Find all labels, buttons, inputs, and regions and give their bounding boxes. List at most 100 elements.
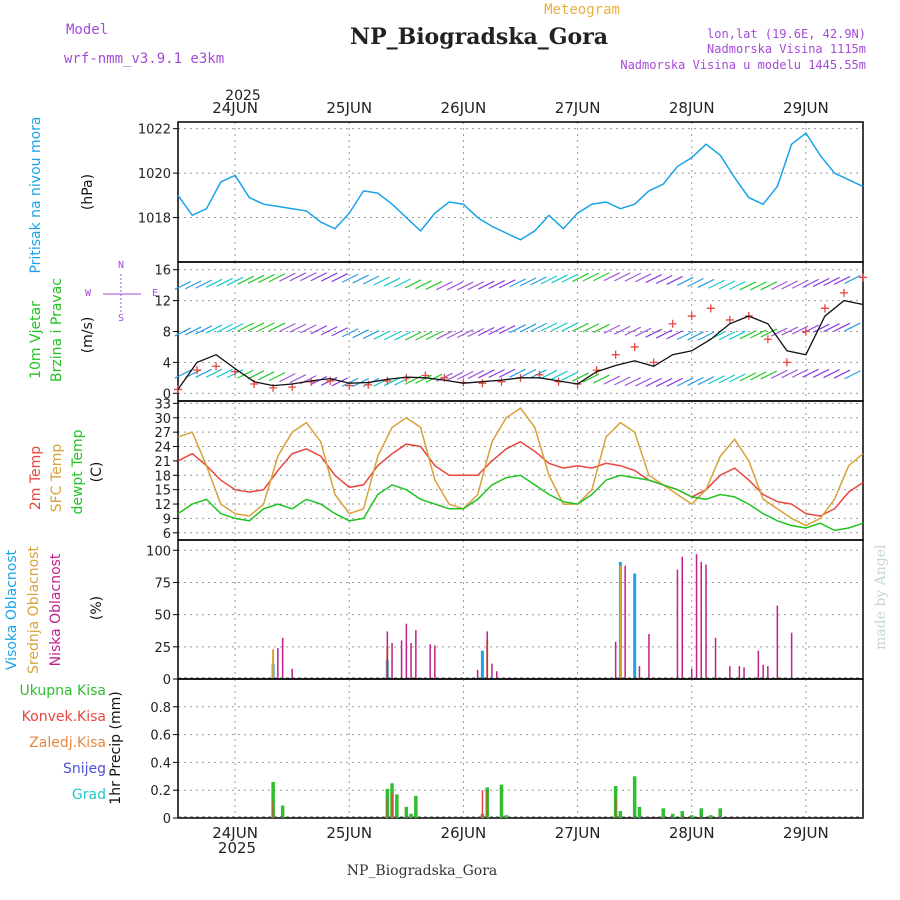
bar-mark (714, 637, 717, 679)
wind-barb (195, 368, 212, 378)
wind-barb (624, 272, 642, 282)
bar-mark (281, 637, 284, 679)
wind-barb (404, 331, 422, 341)
wind-barb (624, 377, 642, 387)
wind-barb (645, 274, 662, 284)
subtitle: Meteogram (544, 2, 620, 18)
chart-title: NP_Biogradska_Gora (350, 24, 608, 50)
bar-mark (671, 813, 675, 818)
panel-1: 1018 1020 1022 (138, 121, 864, 263)
wind-barb (289, 374, 307, 384)
precip-legend-3: Snijeg (63, 761, 106, 777)
bar-mark (391, 793, 393, 818)
gust-mark (649, 358, 658, 367)
gust-mark (630, 342, 639, 351)
model-name: wrf-nmm_v3.9.1 e3km (64, 51, 224, 67)
y-tick-label: 0.2 (150, 784, 171, 799)
gust-mark (611, 350, 620, 359)
wind-barb (771, 369, 788, 379)
wind-barb (729, 280, 746, 291)
wind-barb (226, 276, 244, 286)
wind-barb (729, 330, 746, 340)
wind-barb (530, 276, 547, 286)
wind-barb (498, 279, 516, 289)
bar-mark (718, 808, 722, 818)
y-tick-label: 25 (154, 641, 171, 656)
altitude-label: Nadmorska Visina 1115m (707, 42, 866, 56)
gust-mark (706, 304, 715, 313)
wind-barb (310, 325, 328, 335)
wind-barb (603, 324, 621, 334)
wind-barb (760, 370, 778, 380)
wind-barb (718, 374, 736, 384)
top-day-label: 29JUN (783, 99, 829, 117)
panel-frame (177, 539, 864, 680)
wind-barb (572, 372, 589, 382)
wind-barb (739, 372, 757, 382)
wind-barb (467, 370, 485, 380)
wind-label-2: Brzina i Pravac (49, 278, 65, 382)
bottom-day-label: 29JUN (783, 824, 829, 842)
wind-barb (268, 372, 286, 382)
year-top: 2025 (225, 88, 261, 104)
wind-barb (603, 272, 621, 282)
wind-barb (184, 326, 202, 336)
wind-barb (247, 322, 265, 332)
wind-barb (540, 369, 558, 379)
bar-mark (272, 801, 274, 818)
bar-mark (480, 650, 484, 679)
wind-barb (195, 279, 212, 289)
precip-legend-2: Zaledj.Kisa (29, 735, 106, 751)
wind-barb (383, 331, 401, 341)
sfctemp-label: SFC Temp (49, 444, 65, 513)
bar-mark (280, 805, 285, 818)
panel-5: 0 0.2 0.4 0.6 0.8 (150, 678, 864, 827)
y-tick-label: 0.4 (150, 756, 171, 771)
bar-mark (496, 671, 498, 679)
wind-barb (205, 324, 223, 334)
wind-barb (739, 330, 757, 340)
bar-mark (499, 784, 504, 818)
wind-barb (823, 276, 840, 286)
wind-barb (687, 331, 704, 341)
wind-barb (436, 330, 453, 340)
bar-mark (400, 640, 403, 679)
wind-barb (373, 276, 390, 286)
wind-barb (268, 322, 286, 332)
panel-frame (177, 400, 864, 541)
wind-barb (823, 323, 840, 333)
y-tick-label: 12 (154, 498, 171, 513)
bar-mark (476, 670, 479, 679)
wind-barb (739, 281, 757, 291)
wind-barb (279, 272, 296, 282)
bar-mark (486, 631, 488, 679)
wind-barb (425, 280, 443, 290)
wind-barb (415, 280, 432, 290)
wind-barb (645, 377, 662, 387)
wind-barb (477, 326, 495, 337)
y-tick-label: 6 (163, 527, 171, 542)
wind-barb (582, 272, 600, 282)
compass-s: S (118, 313, 124, 324)
wind-barb (477, 369, 495, 379)
bar-mark (776, 605, 779, 679)
wind-barb (457, 370, 474, 380)
bar-mark (743, 667, 745, 679)
wind-barb (812, 277, 830, 287)
gust-mark (497, 377, 506, 386)
wind-barb (823, 369, 840, 379)
wind-barb (488, 368, 505, 379)
wind-barb (258, 371, 275, 381)
bar-mark (757, 650, 760, 679)
wind-barb (341, 273, 359, 283)
wind-barb (614, 325, 631, 335)
bar-mark (695, 554, 698, 679)
cloud-high-label: Visoka Oblacnost (4, 549, 20, 670)
y-tick-label: 0.8 (150, 701, 171, 716)
y-tick-label: 0 (163, 673, 171, 688)
gust-mark (763, 335, 772, 344)
wind-barb (729, 373, 746, 383)
wind-barb (341, 377, 359, 387)
wind-barb (676, 276, 694, 287)
wind-barb (289, 272, 307, 282)
